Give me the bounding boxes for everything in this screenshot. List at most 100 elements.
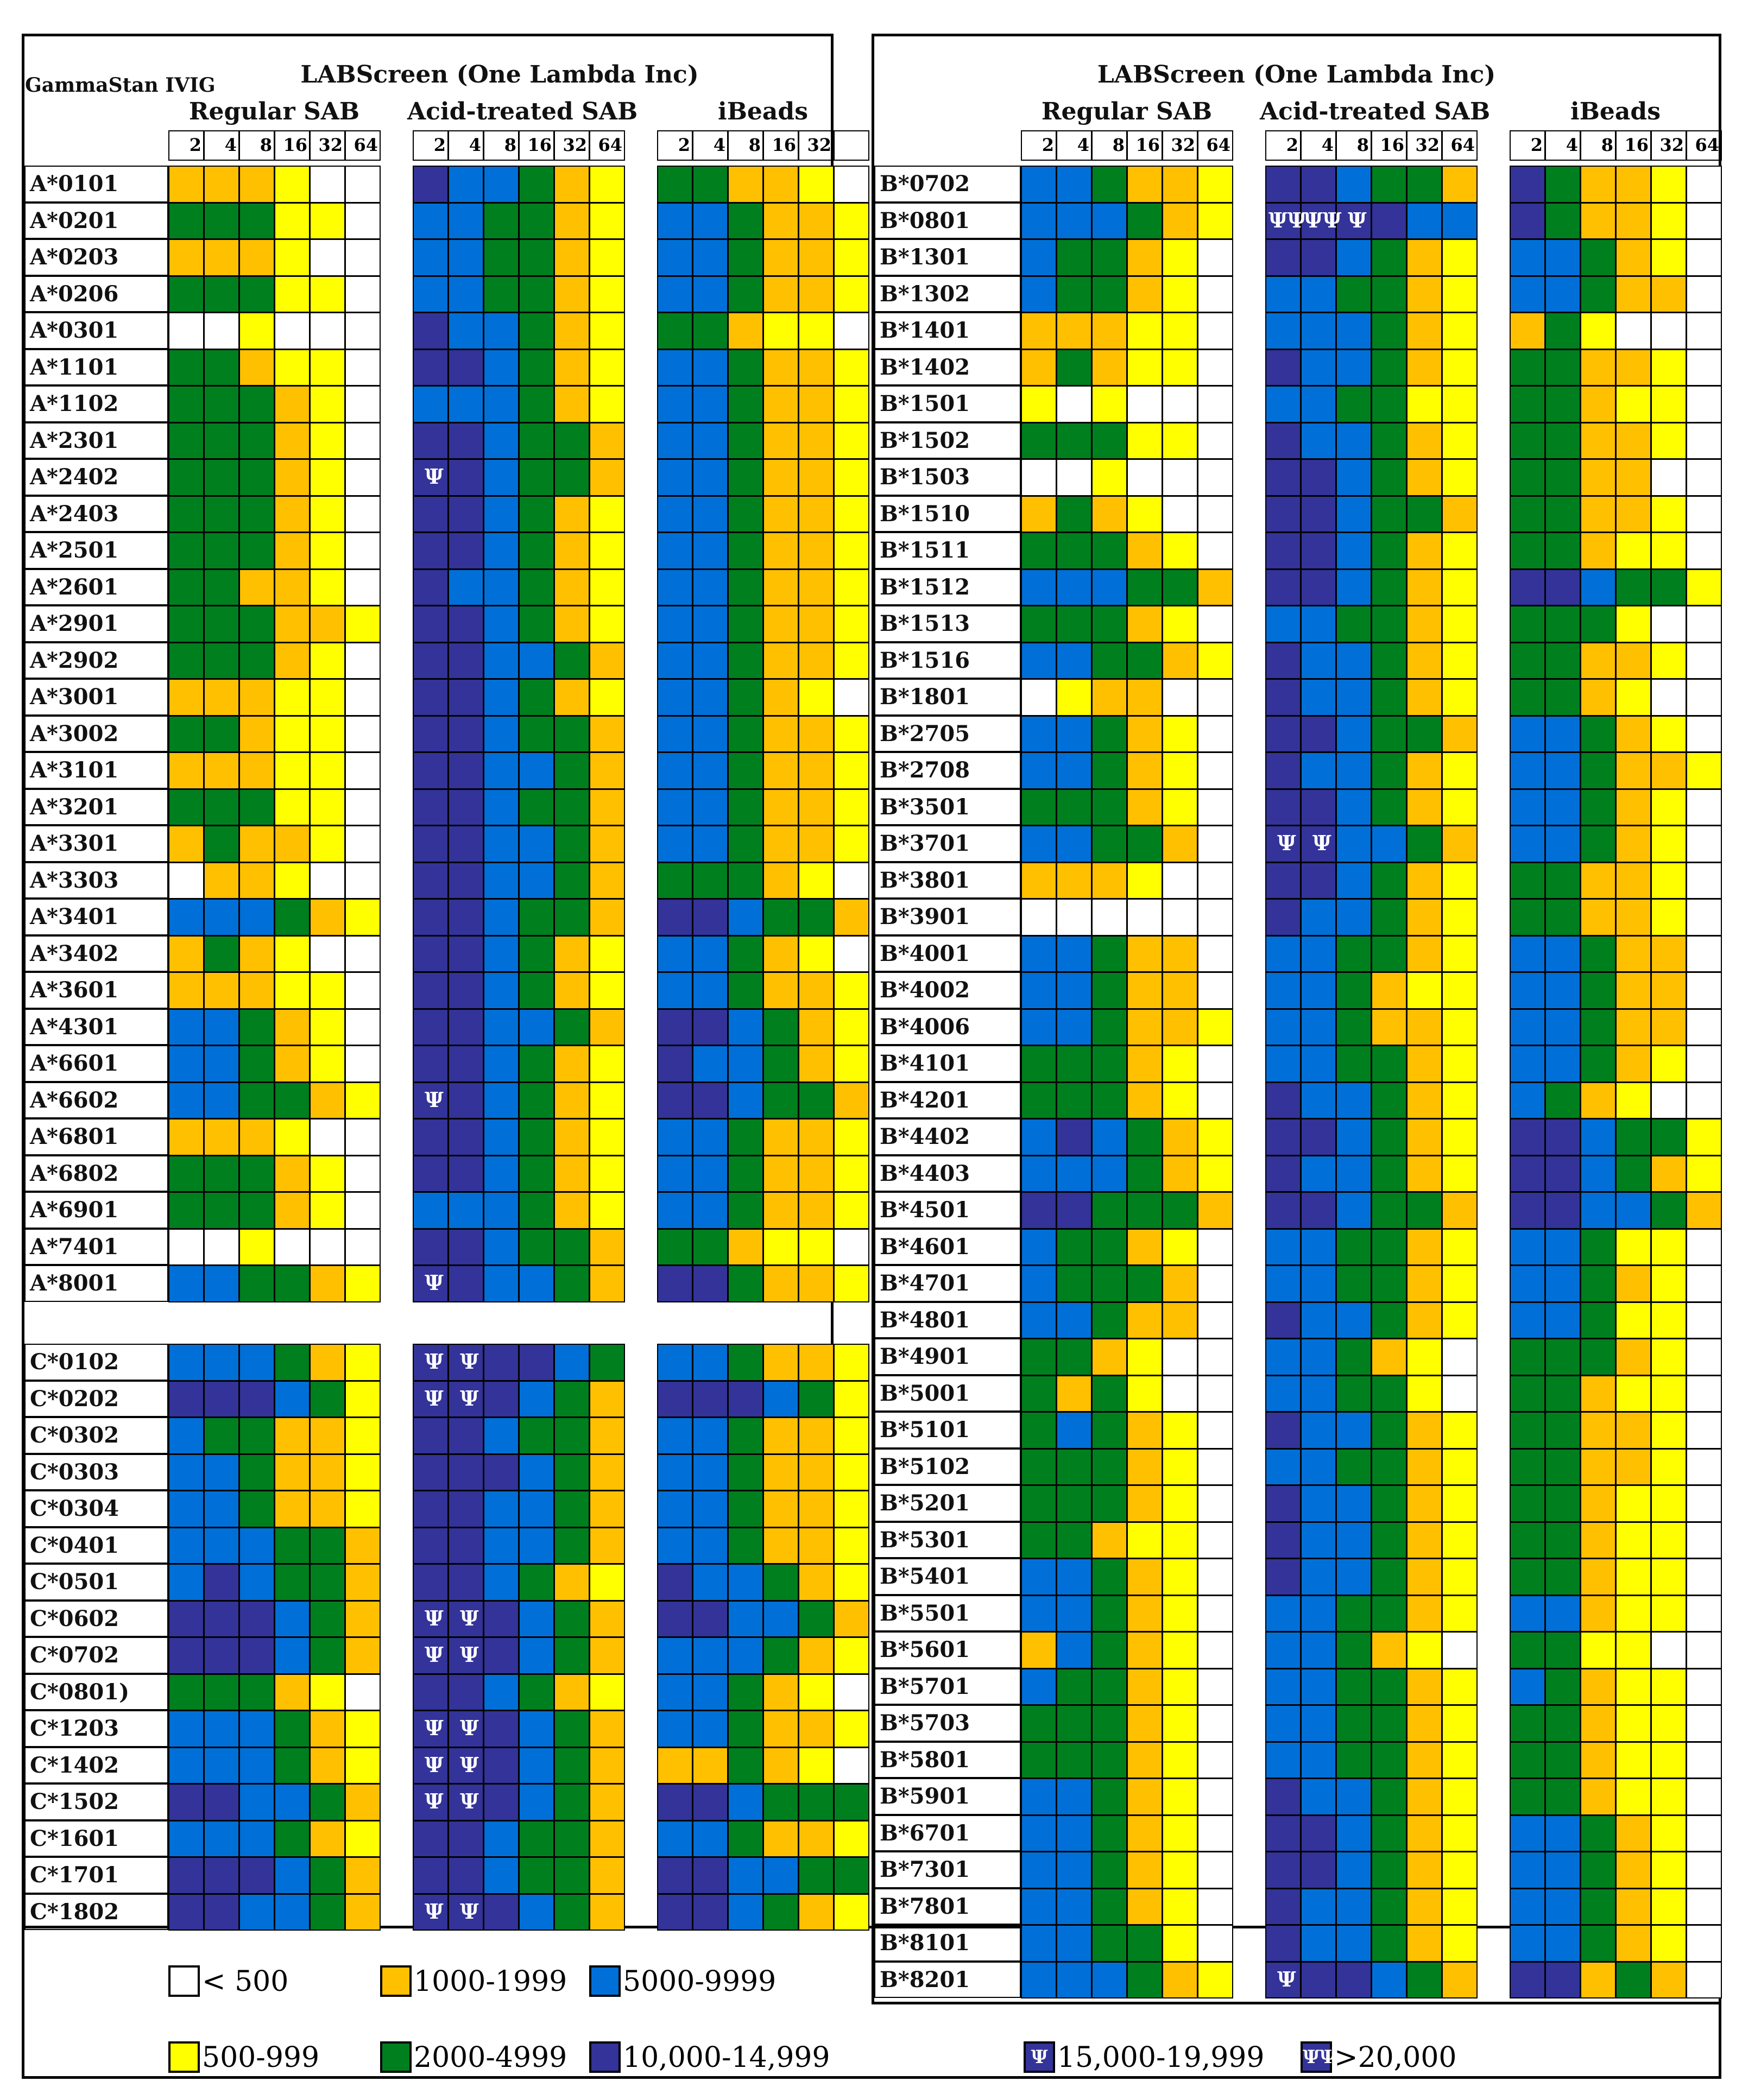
heatmap-cell — [1265, 1485, 1301, 1522]
heatmap-cell — [1651, 1925, 1687, 1962]
heatmap-cell — [204, 1008, 239, 1046]
heatmap-cell — [834, 459, 869, 496]
heatmap-cell — [1651, 899, 1687, 936]
heatmap-cell — [1197, 495, 1233, 533]
dilution-tick: 8 — [1336, 130, 1372, 161]
heatmap-cell — [1336, 1668, 1372, 1705]
heatmap-cell — [1442, 899, 1478, 936]
heatmap-cell — [1615, 1595, 1651, 1632]
heatmap-cell — [413, 239, 449, 276]
heatmap-cell — [1442, 1118, 1478, 1156]
heatmap-cell — [1406, 1558, 1442, 1596]
heatmap-cell — [1510, 275, 1545, 313]
heatmap-cell — [1021, 1814, 1057, 1852]
heatmap-cell — [168, 1228, 204, 1266]
heatmap-cell — [1091, 385, 1127, 423]
heatmap-cell — [204, 1118, 239, 1156]
allele-label: A*0201 — [24, 202, 168, 239]
heatmap-cell — [728, 1783, 763, 1821]
heatmap-cell — [1545, 349, 1581, 386]
heatmap-cell — [728, 1564, 763, 1601]
heatmap-cell — [1162, 899, 1198, 936]
heatmap-cell — [798, 899, 834, 936]
allele-label: A*3002 — [24, 715, 168, 752]
heatmap-cell — [1056, 495, 1092, 533]
heatmap-cell — [589, 752, 625, 789]
heatmap-cell — [1056, 899, 1092, 936]
heatmap-cell — [345, 1265, 381, 1302]
heatmap-cell — [204, 349, 239, 386]
heatmap-cell — [657, 1192, 693, 1229]
heatmap-cell — [1021, 312, 1057, 350]
heatmap-cell — [345, 1380, 381, 1418]
heatmap-cell — [1056, 385, 1092, 423]
heatmap-cell — [1056, 788, 1092, 826]
heatmap-cell — [1442, 385, 1478, 423]
heatmap-cell — [1301, 275, 1336, 313]
heatmap-cell — [1162, 1375, 1198, 1412]
heatmap-cell — [554, 349, 590, 386]
heatmap-cell — [345, 1600, 381, 1637]
heatmap-cell — [239, 166, 275, 203]
heatmap-cell — [413, 166, 449, 203]
heatmap-cell — [834, 752, 869, 789]
heatmap-cell — [1197, 166, 1233, 203]
heatmap-cell — [204, 1453, 239, 1491]
heatmap-cell — [1651, 1558, 1687, 1596]
heatmap-cell — [1615, 605, 1651, 643]
heatmap-cell — [274, 825, 310, 863]
heatmap-cell — [1265, 1448, 1301, 1485]
dilution-tick: 32 — [798, 130, 834, 161]
heatmap-cell — [1615, 752, 1651, 789]
heatmap-cell — [728, 1118, 763, 1156]
heatmap-cell — [1651, 349, 1687, 386]
heatmap-cell — [657, 349, 693, 386]
heatmap-cell — [763, 1155, 799, 1192]
heatmap-cell — [763, 312, 799, 350]
heatmap-cell — [1406, 1521, 1442, 1559]
heatmap-cell — [1162, 1192, 1198, 1229]
heatmap-cell — [692, 459, 728, 496]
heatmap-cell — [1197, 1558, 1233, 1596]
heatmap-cell — [483, 972, 519, 1009]
allele-label: B*4201 — [874, 1081, 1021, 1118]
heatmap-cell — [589, 1893, 625, 1931]
heatmap-cell — [728, 752, 763, 789]
heatmap-cell — [1580, 935, 1616, 972]
heatmap-cell — [1197, 312, 1233, 350]
heatmap-cell — [1686, 532, 1722, 570]
heatmap-cell — [1442, 1265, 1478, 1302]
heatmap-cell — [834, 1417, 869, 1454]
heatmap-cell — [1510, 972, 1545, 1009]
heatmap-cell — [1127, 385, 1163, 423]
heatmap-cell — [1371, 1412, 1407, 1449]
heatmap-cell — [1336, 385, 1372, 423]
heatmap-cell — [483, 1747, 519, 1784]
psi-mark: Ψ — [460, 1789, 479, 1813]
heatmap-cell — [168, 1637, 204, 1674]
heatmap-cell — [1127, 899, 1163, 936]
heatmap-cell — [1686, 1668, 1722, 1705]
heatmap-cell — [1301, 532, 1336, 570]
heatmap-cell — [1580, 1118, 1616, 1156]
heatmap-cell — [519, 166, 554, 203]
heatmap-cell — [345, 788, 381, 826]
heatmap-cell — [1615, 1485, 1651, 1522]
heatmap-cell — [763, 899, 799, 936]
heatmap-cell — [1091, 715, 1127, 752]
heatmap-cell — [519, 1118, 554, 1156]
heatmap-cell — [1091, 1008, 1127, 1046]
allele-label: B*4701 — [874, 1265, 1021, 1302]
heatmap-cell — [1545, 1081, 1581, 1119]
heatmap-cell — [1056, 679, 1092, 716]
heatmap-cell — [728, 1417, 763, 1454]
heatmap-cell — [413, 1344, 449, 1381]
heatmap-cell — [1056, 1228, 1092, 1266]
heatmap-cell — [1301, 1338, 1336, 1376]
heatmap-cell — [589, 935, 625, 972]
heatmap-cell — [1686, 1741, 1722, 1779]
heatmap-cell — [657, 1265, 693, 1302]
heatmap-cell — [1580, 532, 1616, 570]
heatmap-cell — [589, 349, 625, 386]
heatmap-cell — [1371, 495, 1407, 533]
